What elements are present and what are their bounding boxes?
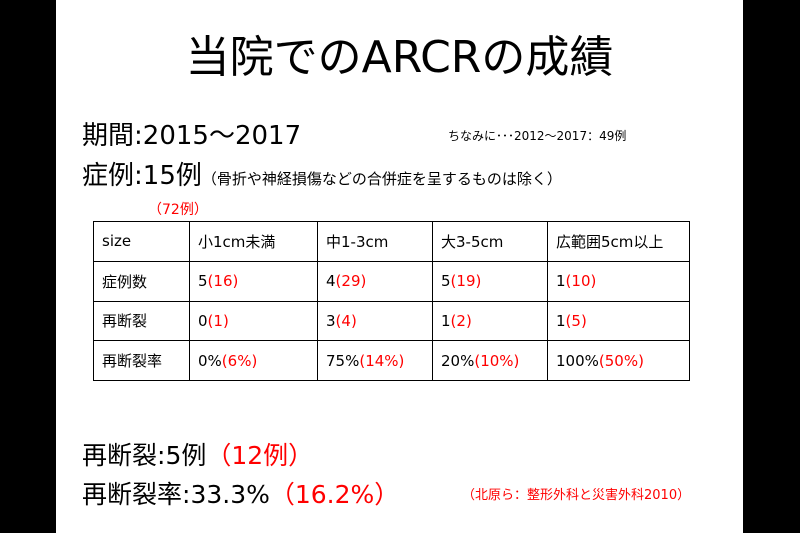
table-cell: 1(10): [547, 260, 690, 302]
table-header-cell: 中1-3cm: [317, 221, 433, 262]
cell-value: 0%: [198, 351, 222, 370]
cases-value: 15例: [142, 161, 202, 191]
table-cell: 20%(10%): [432, 340, 548, 381]
table-cell: 75%(14%): [317, 340, 433, 381]
summary-retear-ref: （12例）: [206, 441, 314, 470]
cell-value: 1: [556, 311, 566, 330]
cell-value: 0: [198, 311, 208, 330]
cell-value: 4: [326, 272, 336, 291]
table-row: 再断裂 0(1) 3(4) 1(2) 1(5): [93, 300, 690, 342]
table-header-cell: 広範囲5cm以上: [547, 221, 690, 262]
table-cell: 1(2): [432, 300, 548, 342]
cases-line: 症例:15例（骨折や神経損傷などの合併症を呈するものは除く）: [82, 160, 562, 195]
cell-reference-value: (14%): [359, 351, 405, 370]
table-cell: 4(29): [317, 260, 433, 302]
period-label: 期間: [82, 121, 135, 151]
summary-retear: 再断裂:5例（12例）: [82, 440, 313, 472]
cell-value: 5: [441, 272, 451, 291]
cell-reference-value: (50%): [598, 351, 644, 370]
cases-total: （72例）: [148, 202, 208, 218]
period-line: 期間:2015～2017: [82, 120, 301, 152]
cases-label: 症例: [82, 161, 135, 191]
row-label: 再断裂率: [93, 340, 190, 381]
period-sep: :: [134, 121, 143, 151]
cell-reference-value: (6%): [221, 351, 258, 370]
cell-value: 20%: [441, 351, 475, 370]
table-row: 症例数 5(16) 4(29) 5(19) 1(10): [93, 260, 690, 302]
table-row: 再断裂率 0%(6%) 75%(14%) 20%(10%) 100%(50%): [93, 340, 690, 381]
summary-rate-sep: :: [182, 480, 191, 509]
table-header-cell: size: [93, 221, 190, 262]
row-label: 再断裂: [93, 300, 190, 342]
cell-reference-value: (10%): [474, 351, 520, 370]
table-header-cell: 大3-5cm: [432, 221, 548, 262]
cell-reference-value: (19): [450, 272, 482, 291]
summary-retear-label: 再断裂: [82, 441, 158, 470]
cell-reference-value: (2): [450, 311, 472, 330]
cell-value: 1: [441, 311, 451, 330]
cell-reference-value: (16): [207, 272, 239, 291]
cell-reference-value: (29): [335, 272, 367, 291]
row-label: 症例数: [93, 260, 190, 302]
table-cell: 100%(50%): [547, 340, 690, 381]
table-cell: 5(19): [432, 260, 548, 302]
table-cell: 5(16): [189, 260, 318, 302]
cell-value: 75%: [326, 351, 360, 370]
table-cell: 0(1): [189, 300, 318, 342]
cell-reference-value: (5): [565, 311, 587, 330]
cell-value: 3: [326, 311, 336, 330]
cases-sep: :: [134, 161, 143, 191]
cell-reference-value: (10): [565, 272, 597, 291]
cell-value: 5: [198, 272, 208, 291]
table-header-row: size 小1cm未満 中1-3cm 大3-5cm 広範囲5cm以上: [93, 221, 690, 262]
summary-rate-label: 再断裂率: [82, 480, 183, 509]
summary-rate: 再断裂率:33.3%（16.2%）: [82, 479, 399, 511]
summary-rate-ref: （16.2%）: [269, 480, 400, 509]
table-header-cell: 小1cm未満: [189, 221, 318, 262]
summary-retear-value: 5例: [165, 441, 207, 470]
table-cell: 1(5): [547, 300, 690, 342]
cell-reference-value: (1): [207, 311, 229, 330]
cell-reference-value: (4): [335, 311, 357, 330]
summary-rate-value: 33.3%: [190, 480, 270, 509]
cases-remark: （骨折や神経損傷などの合併症を呈するものは除く）: [201, 170, 562, 188]
slide-title: 当院でのARCRの成績: [185, 32, 614, 83]
aside-note: ちなみに･･･2012～2017：49例: [448, 129, 627, 143]
cell-value: 100%: [556, 351, 599, 370]
table-cell: 0%(6%): [189, 340, 318, 381]
summary-retear-sep: :: [157, 441, 166, 470]
period-value: 2015～2017: [142, 121, 302, 151]
table-cell: 3(4): [317, 300, 433, 342]
cell-value: 1: [556, 272, 566, 291]
citation: （北原ら：整形外科と災害外科2010）: [462, 488, 691, 503]
slide: 当院でのARCRの成績 期間:2015～2017 ちなみに･･･2012～201…: [56, 0, 743, 533]
results-table: size 小1cm未満 中1-3cm 大3-5cm 広範囲5cm以上 症例数 5(16) 4(…: [93, 221, 690, 381]
